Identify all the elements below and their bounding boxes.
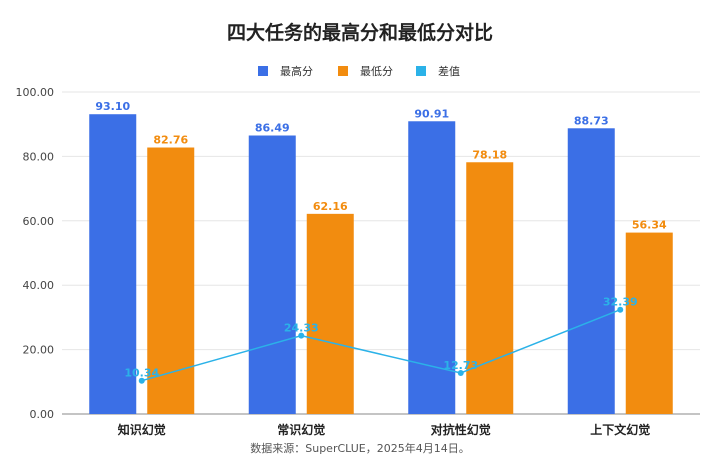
difference-label: 10.34 <box>124 367 159 380</box>
legend-item: 差值 <box>416 64 460 78</box>
legend-item: 最高分 <box>258 64 313 78</box>
legend-swatch <box>338 66 348 76</box>
difference-label: 24.33 <box>284 322 319 335</box>
source-note: 数据来源：SuperCLUE，2025年4月14日。 <box>250 441 469 455</box>
difference-line: 10.34 24.33 12.73 32.39 <box>124 296 638 384</box>
bar-min <box>306 213 354 414</box>
data-label: 56.34 <box>632 219 667 232</box>
data-label: 90.91 <box>414 107 449 120</box>
legend: 最高分 最低分 差值 <box>258 64 460 78</box>
y-tick-label: 60.00 <box>23 215 55 228</box>
legend-label: 差值 <box>438 64 460 78</box>
y-tick-label: 100.00 <box>16 86 55 99</box>
legend-swatch <box>258 66 268 76</box>
difference-label: 12.73 <box>443 359 478 372</box>
x-category-label: 上下文幻觉 <box>590 422 650 437</box>
x-category-label: 知识幻觉 <box>117 422 166 437</box>
data-label: 86.49 <box>255 122 290 135</box>
data-label: 93.10 <box>95 100 130 113</box>
bar-min <box>147 147 195 414</box>
data-label: 82.76 <box>153 134 188 147</box>
y-tick-label: 40.00 <box>23 279 55 292</box>
bar-max <box>248 135 296 414</box>
x-category-label: 常识幻觉 <box>277 422 325 437</box>
bar-min <box>625 232 673 414</box>
chart-title: 四大任务的最高分和最低分对比 <box>227 21 493 44</box>
data-label: 62.16 <box>313 200 348 213</box>
difference-point <box>298 332 305 339</box>
difference-label: 32.39 <box>603 296 638 309</box>
bar-max <box>89 114 137 414</box>
bar-max <box>567 128 615 414</box>
data-label: 78.18 <box>472 148 507 161</box>
legend-swatch <box>416 66 426 76</box>
legend-label: 最高分 <box>280 64 313 78</box>
difference-point <box>617 306 624 313</box>
difference-line-path <box>141 309 621 382</box>
difference-point <box>457 370 464 377</box>
x-axis: 知识幻觉 常识幻觉 对抗性幻觉 上下文幻觉 <box>117 422 651 437</box>
data-label: 88.73 <box>574 114 609 127</box>
bar-max <box>408 121 456 414</box>
legend-item: 最低分 <box>338 65 393 78</box>
y-tick-label: 0.00 <box>30 408 55 421</box>
legend-label: 最低分 <box>360 65 393 78</box>
y-axis: 0.00 20.00 40.00 60.00 80.00 100.00 <box>16 86 55 421</box>
bar-min <box>466 162 514 414</box>
bars: 93.10 82.76 86.49 62.16 90.91 78.18 88.73 56.34 <box>89 100 673 414</box>
y-tick-label: 20.00 <box>23 344 55 357</box>
y-tick-label: 80.00 <box>23 150 55 163</box>
difference-point <box>138 377 145 384</box>
x-category-label: 对抗性幻觉 <box>431 422 491 437</box>
